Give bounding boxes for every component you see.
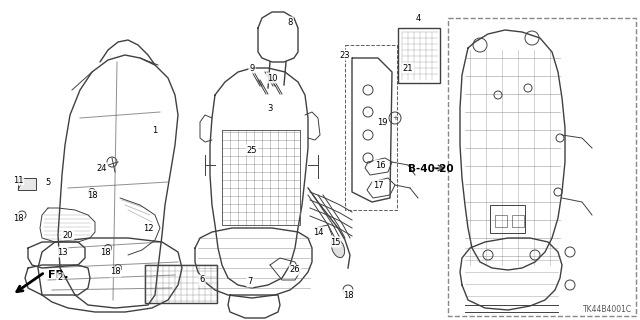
Text: TK44B4001C: TK44B4001C — [583, 305, 632, 314]
Text: 2: 2 — [58, 274, 63, 283]
Text: 18: 18 — [100, 247, 110, 257]
Text: 18: 18 — [109, 268, 120, 276]
Text: 15: 15 — [330, 237, 340, 246]
Text: +: + — [392, 115, 398, 121]
Text: 18: 18 — [13, 213, 23, 222]
Text: 11: 11 — [13, 175, 23, 185]
Text: 8: 8 — [287, 18, 292, 27]
Bar — [512, 215, 524, 227]
Text: 12: 12 — [143, 223, 153, 233]
Ellipse shape — [332, 238, 344, 258]
Bar — [490, 205, 525, 233]
Text: 10: 10 — [267, 74, 277, 83]
Text: 24: 24 — [97, 164, 108, 172]
Text: 19: 19 — [377, 117, 387, 126]
Text: 9: 9 — [250, 63, 255, 73]
Bar — [145, 265, 217, 303]
Bar — [495, 215, 507, 227]
Text: 1: 1 — [152, 125, 157, 134]
Text: 16: 16 — [374, 161, 385, 170]
Text: 23: 23 — [340, 51, 350, 60]
Text: 7: 7 — [247, 277, 253, 286]
Text: 18: 18 — [86, 190, 97, 199]
Text: 25: 25 — [247, 146, 257, 155]
Text: 17: 17 — [372, 180, 383, 189]
Bar — [18, 178, 36, 190]
Bar — [398, 28, 440, 83]
Text: 4: 4 — [415, 13, 420, 22]
Text: 26: 26 — [290, 266, 300, 275]
Text: 13: 13 — [57, 247, 67, 257]
Text: 18: 18 — [342, 291, 353, 300]
Text: 21: 21 — [403, 63, 413, 73]
Text: 6: 6 — [199, 276, 205, 284]
Text: FR.: FR. — [48, 270, 68, 280]
Text: B-40-20: B-40-20 — [408, 164, 454, 174]
Text: 20: 20 — [63, 230, 73, 239]
Text: 5: 5 — [45, 178, 51, 187]
Text: 3: 3 — [268, 103, 273, 113]
Text: 14: 14 — [313, 228, 323, 236]
